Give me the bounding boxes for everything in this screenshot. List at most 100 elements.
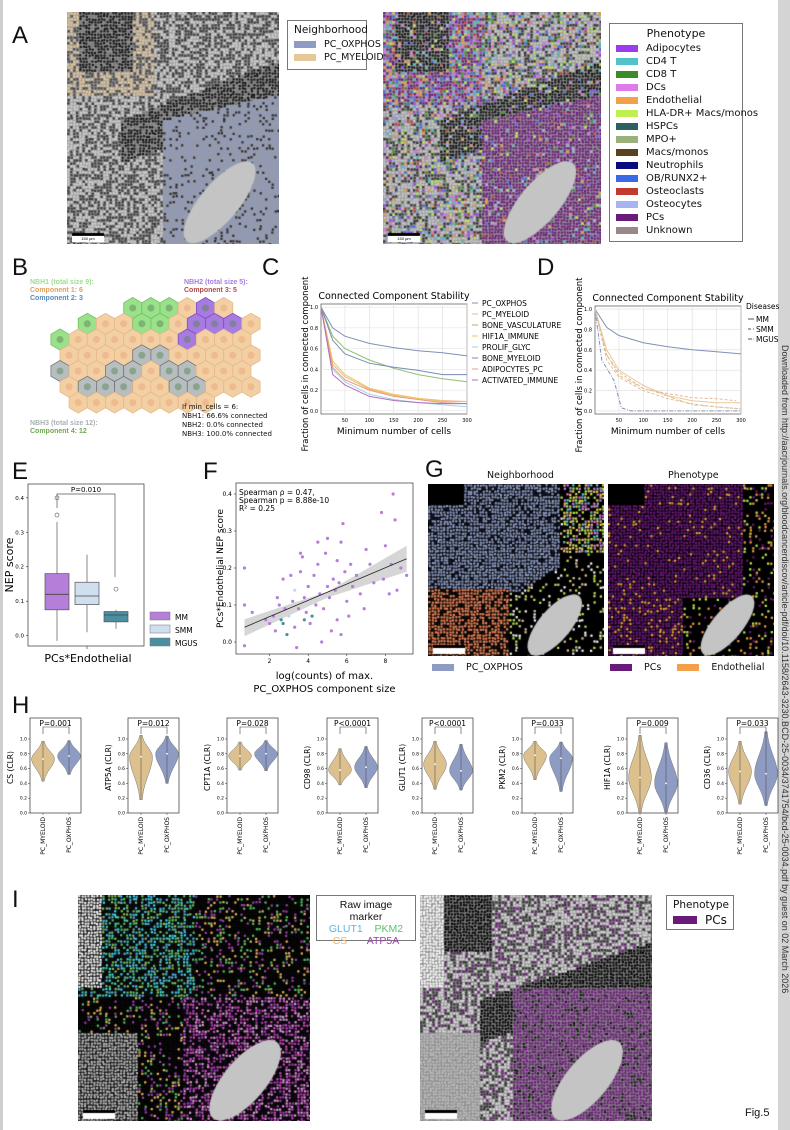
cell-nucleus: [138, 351, 146, 359]
y-tick-label: 0.2: [20, 796, 27, 802]
g-phenotype-legend: PCs Endothelial: [610, 662, 765, 673]
scatter-point-mm: [405, 573, 409, 578]
y-tick-label: 0.3: [222, 528, 232, 535]
g-neighborhood-legend: PC_OXPHOS: [432, 662, 523, 673]
y-tick-label: 0.2: [310, 388, 318, 394]
legend-item: HSPCs: [616, 120, 736, 133]
median-point: [166, 752, 168, 755]
legend-label: PCs: [705, 912, 727, 927]
cell-nucleus: [56, 336, 64, 343]
legend-label: OB/RUNX2+: [646, 173, 708, 184]
violin-plot-atp5a: 0.0 0.2 0.4 0.6 0.8 1.0 ATP5A (CLR) PC_MYELOID P…: [104, 717, 180, 855]
y-axis-label: CD98 (CLR): [303, 746, 312, 789]
scatter-point-smm: [293, 588, 297, 592]
cell-nucleus: [120, 351, 128, 359]
legend-swatch: [616, 214, 638, 221]
scatter-point-mgus: [279, 618, 283, 622]
scatter-point-mm: [298, 551, 303, 555]
cell-nucleus: [183, 399, 191, 406]
median-point: [140, 755, 142, 758]
chart-title: Connected Component Stability: [318, 291, 470, 302]
legend-title: Diseases: [746, 302, 779, 311]
y-tick-label: 1.0: [310, 305, 318, 311]
cell-nucleus: [174, 383, 182, 391]
y-tick-label: 0.4: [310, 367, 318, 373]
stat-label: Spearman ρ = 0.47,: [239, 488, 315, 497]
cell-nucleus: [120, 320, 128, 328]
x-tick-label: 150: [663, 418, 673, 424]
outlier-point: [113, 586, 119, 592]
nbh1-title: NBH1 (total size 9):: [30, 279, 94, 286]
cell-nucleus: [165, 336, 173, 343]
scatter-point-mm: [242, 566, 247, 570]
x-tick-label: 250: [712, 418, 722, 424]
p-value-label: P=0.028: [236, 719, 269, 728]
panel-label-e: E: [12, 458, 29, 485]
box-smm: [74, 581, 100, 605]
y-tick-label: 0.2: [222, 565, 232, 572]
note-line: NBH2: 0.0% connected: [182, 421, 264, 429]
cell-nucleus: [211, 320, 219, 328]
scatter-point-mm: [273, 629, 277, 633]
legend-swatch: [616, 188, 638, 195]
scatter-point-mm: [343, 570, 347, 574]
violin-plot-hif1a: 0.0 0.2 0.4 0.6 0.8 1.0 HIF1A (CLR) PC_MYELOID P…: [603, 717, 679, 855]
legend-label: Macs/monos: [646, 147, 709, 158]
scatter-point-mm: [296, 607, 301, 611]
legend-label: PC_MYELOID: [324, 52, 384, 63]
cell-nucleus: [247, 351, 255, 359]
note-line: NBH3: 100.0% connected: [182, 430, 272, 438]
y-tick-label: 0.1: [222, 602, 232, 609]
p-value-label: P<0.0001: [334, 719, 371, 728]
scatter-point-mm: [341, 522, 345, 526]
box-plot-e: 0.0 0.1 0.2 0.3 0.4 NEP score PCs*Endothelial M…: [3, 483, 198, 665]
cell-nucleus: [147, 399, 155, 406]
x-tick-label: 4: [306, 658, 310, 665]
y-tick-label: 0.8: [717, 751, 724, 757]
x-tick-label: PC_MYELOID: [532, 817, 539, 855]
stat-label: Spearman p = 8.88e-10: [239, 496, 329, 505]
cell-nucleus: [156, 320, 164, 328]
y-tick-label: 0.8: [584, 327, 592, 333]
y-tick-label: 0.4: [512, 781, 519, 787]
x-tick-label: PC_OXPHOS: [263, 817, 270, 853]
tissue-image-neighborhood: [67, 12, 279, 244]
y-tick-label: 1.0: [584, 307, 592, 313]
legend-swatch: [610, 664, 632, 671]
marker-glut1-label: GLUT1: [328, 923, 363, 935]
y-tick-label: 0.2: [15, 565, 24, 571]
y-tick-label: 0.6: [317, 766, 324, 772]
scatter-point-mm: [242, 644, 247, 648]
cell-nucleus: [183, 336, 191, 343]
y-tick-label: 0.4: [217, 781, 224, 787]
legend-item: HLA-DR+ Macs/monos: [616, 107, 758, 120]
cell-nucleus: [220, 336, 228, 343]
scatter-point-mm: [335, 618, 339, 622]
tissue-image-g-neighborhood: [428, 484, 604, 656]
legend-swatch: [616, 136, 638, 143]
legend-label: DCs: [646, 82, 666, 93]
g-phenotype-title: Phenotype: [668, 470, 719, 481]
significance-bracket: [339, 726, 367, 734]
scatter-point-mm: [308, 621, 312, 626]
legend-swatch: [616, 45, 638, 52]
y-axis-label: PKM2 (CLR): [498, 746, 507, 790]
nbh2-title: NBH2 (total size 5):: [184, 279, 248, 286]
y-tick-label: 0.8: [412, 751, 419, 757]
cell-nucleus: [165, 399, 173, 406]
p-value-label: P=0.012: [137, 719, 170, 728]
panel-label-a: A: [12, 22, 29, 49]
p-value-label: P=0.033: [531, 719, 564, 728]
series-line-activated_immune: [320, 307, 467, 405]
y-tick-label: 0.0: [222, 639, 232, 646]
scatter-point-mgus: [281, 621, 285, 626]
component-3-label: Component 3: 5: [184, 287, 237, 294]
violin-plot-glut1: 0.0 0.2 0.4 0.6 0.8 1.0 GLUT1 (CLR) PC_MYELOID P…: [398, 717, 474, 855]
y-tick-label: 0.0: [412, 811, 419, 817]
y-axis-label: NEP score: [3, 537, 16, 592]
tissue-image-raw-markers: [78, 895, 310, 1121]
cell-nucleus: [56, 367, 64, 375]
chart-title: Connected Component Stability: [592, 293, 744, 304]
scatter-point-mm: [350, 584, 355, 589]
panel-label-d: D: [537, 254, 555, 281]
